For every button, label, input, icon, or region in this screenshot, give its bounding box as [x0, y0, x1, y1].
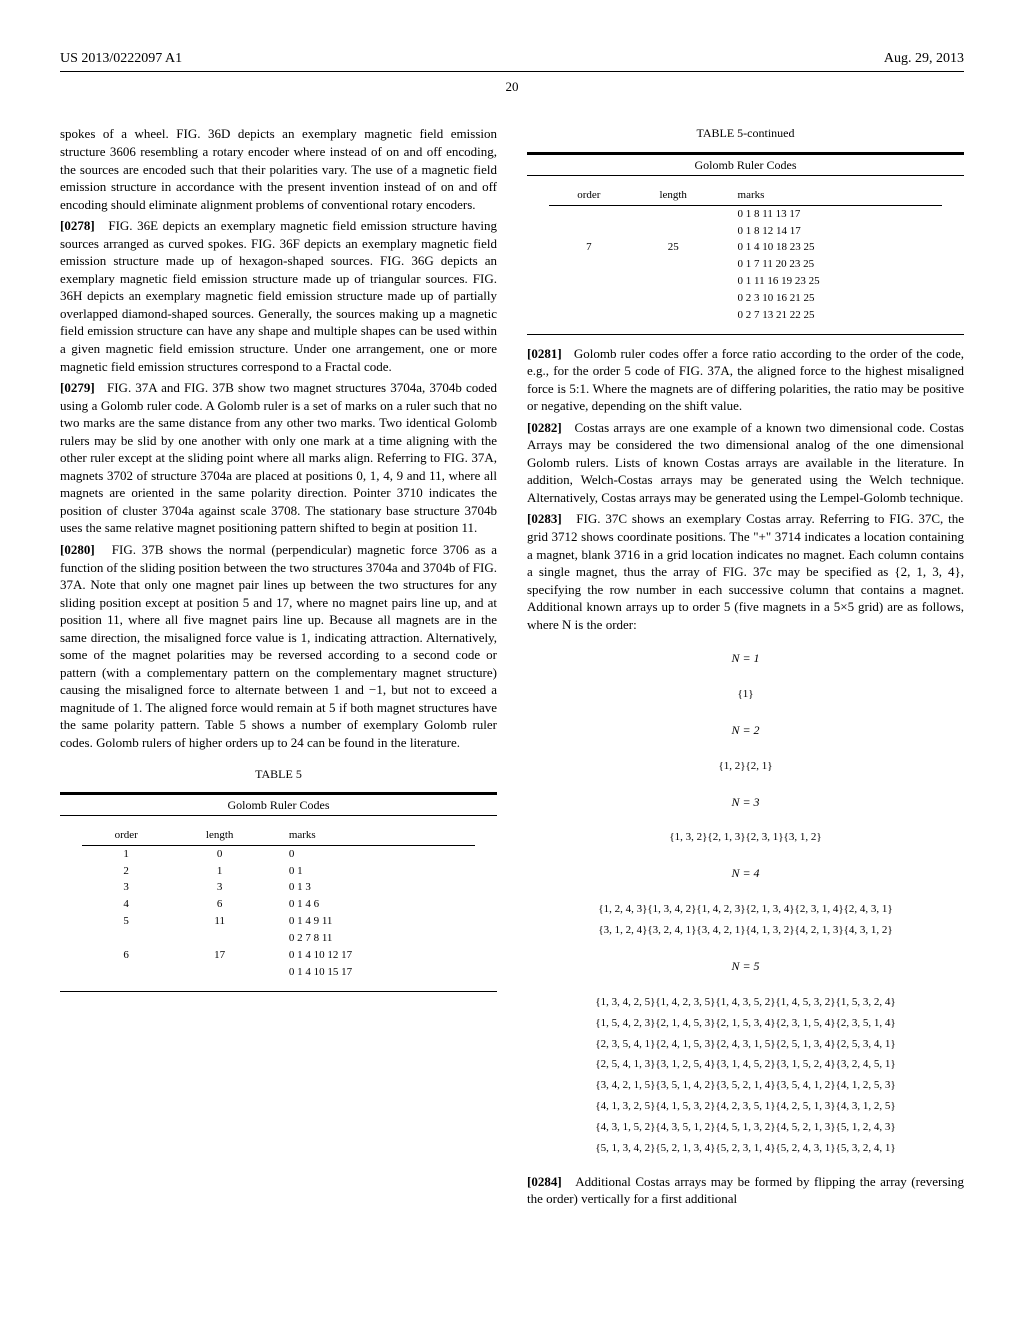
table5: Golomb Ruler Codes order length marks 10… [60, 792, 497, 992]
col-marks: marks [269, 826, 475, 845]
col-marks: marks [718, 186, 943, 205]
table5c-body: order length marks 0 1 8 11 13 170 1 8 1… [549, 186, 942, 324]
col-order: order [549, 186, 629, 205]
pub-number: US 2013/0222097 A1 [60, 50, 182, 69]
para-text: Golomb ruler codes offer a force ratio a… [527, 346, 964, 414]
table-row: 460 1 4 6 [82, 896, 475, 913]
table5c-title: Golomb Ruler Codes [527, 154, 964, 176]
costas-n3-header: N = 3 [527, 791, 964, 814]
table5-caption: TABLE 5 [60, 766, 497, 782]
para-num: [0282] [527, 420, 562, 435]
left-column: spokes of a wheel. FIG. 36D depicts an e… [60, 125, 497, 1212]
table5-title: Golomb Ruler Codes [60, 794, 497, 816]
page-number: 20 [60, 78, 964, 96]
para-num: [0281] [527, 346, 562, 361]
table-row: 210 1 [82, 863, 475, 880]
table5c-caption: TABLE 5-continued [527, 125, 964, 141]
table5-continued: Golomb Ruler Codes order length marks 0 … [527, 152, 964, 335]
table-row: 5110 1 4 9 11 [82, 913, 475, 930]
table-row: 6170 1 4 10 12 17 [82, 947, 475, 964]
para-num: [0278] [60, 218, 95, 233]
para-num: [0284] [527, 1174, 562, 1189]
para-text: FIG. 36E depicts an exemplary magnetic f… [60, 218, 497, 373]
costas-n1: {1} [527, 684, 964, 705]
table-row: 0 1 8 11 13 17 [549, 205, 942, 222]
table-row: 7250 1 4 10 18 23 25 [549, 239, 942, 256]
para-0280: [0280] FIG. 37B shows the normal (perpen… [60, 541, 497, 752]
table-row: 330 1 3 [82, 879, 475, 896]
costas-n4-header: N = 4 [527, 862, 964, 885]
table-header-row: order length marks [549, 186, 942, 205]
table-header-row: order length marks [82, 826, 475, 845]
table-row: 0 1 7 11 20 23 25 [549, 256, 942, 273]
para-num: [0280] [60, 542, 95, 557]
para-0279: [0279] FIG. 37A and FIG. 37B show two ma… [60, 379, 497, 537]
table-row: 0 2 7 8 11 [82, 930, 475, 947]
para-text: FIG. 37B shows the normal (perpendicular… [60, 542, 497, 750]
para-0278: [0278] FIG. 36E depicts an exemplary mag… [60, 217, 497, 375]
para-0283: [0283] FIG. 37C shows an exemplary Costa… [527, 510, 964, 633]
para-0282: [0282] Costas arrays are one example of … [527, 419, 964, 507]
costas-n5: {1, 3, 4, 2, 5}{1, 4, 2, 3, 5}{1, 4, 3, … [527, 992, 964, 1159]
right-column: TABLE 5-continued Golomb Ruler Codes ord… [527, 125, 964, 1212]
table-row: 0 1 4 10 15 17 [82, 964, 475, 981]
costas-n5-header: N = 5 [527, 955, 964, 978]
table-row: 0 2 3 10 16 21 25 [549, 290, 942, 307]
col-length: length [629, 186, 718, 205]
para-num: [0283] [527, 511, 562, 526]
table-row: 0 1 8 12 14 17 [549, 223, 942, 240]
table5-body: order length marks 100210 1330 1 3460 1 … [82, 826, 475, 981]
para-num: [0279] [60, 380, 95, 395]
para-text: FIG. 37C shows an exemplary Costas array… [527, 511, 964, 631]
col-length: length [171, 826, 269, 845]
table-row: 100 [82, 845, 475, 862]
para-text: Costas arrays are one example of a known… [527, 420, 964, 505]
table-row: 0 1 11 16 19 23 25 [549, 273, 942, 290]
costas-n3: {1, 3, 2}{2, 1, 3}{2, 3, 1}{3, 1, 2} [527, 827, 964, 848]
costas-n2-header: N = 2 [527, 719, 964, 742]
para-0281: [0281] Golomb ruler codes offer a force … [527, 345, 964, 415]
para-text: FIG. 37A and FIG. 37B show two magnet st… [60, 380, 497, 535]
costas-n2: {1, 2}{2, 1} [527, 756, 964, 777]
col-order: order [82, 826, 171, 845]
para-text: Additional Costas arrays may be formed b… [527, 1174, 964, 1207]
costas-n1-header: N = 1 [527, 647, 964, 670]
table-row: 0 2 7 13 21 22 25 [549, 307, 942, 324]
two-column-layout: spokes of a wheel. FIG. 36D depicts an e… [60, 125, 964, 1212]
page-header: US 2013/0222097 A1 Aug. 29, 2013 [60, 50, 964, 72]
costas-n4: {1, 2, 4, 3}{1, 3, 4, 2}{1, 4, 2, 3}{2, … [527, 899, 964, 941]
para-0284: [0284] Additional Costas arrays may be f… [527, 1173, 964, 1208]
para-continuation: spokes of a wheel. FIG. 36D depicts an e… [60, 125, 497, 213]
pub-date: Aug. 29, 2013 [884, 50, 964, 69]
